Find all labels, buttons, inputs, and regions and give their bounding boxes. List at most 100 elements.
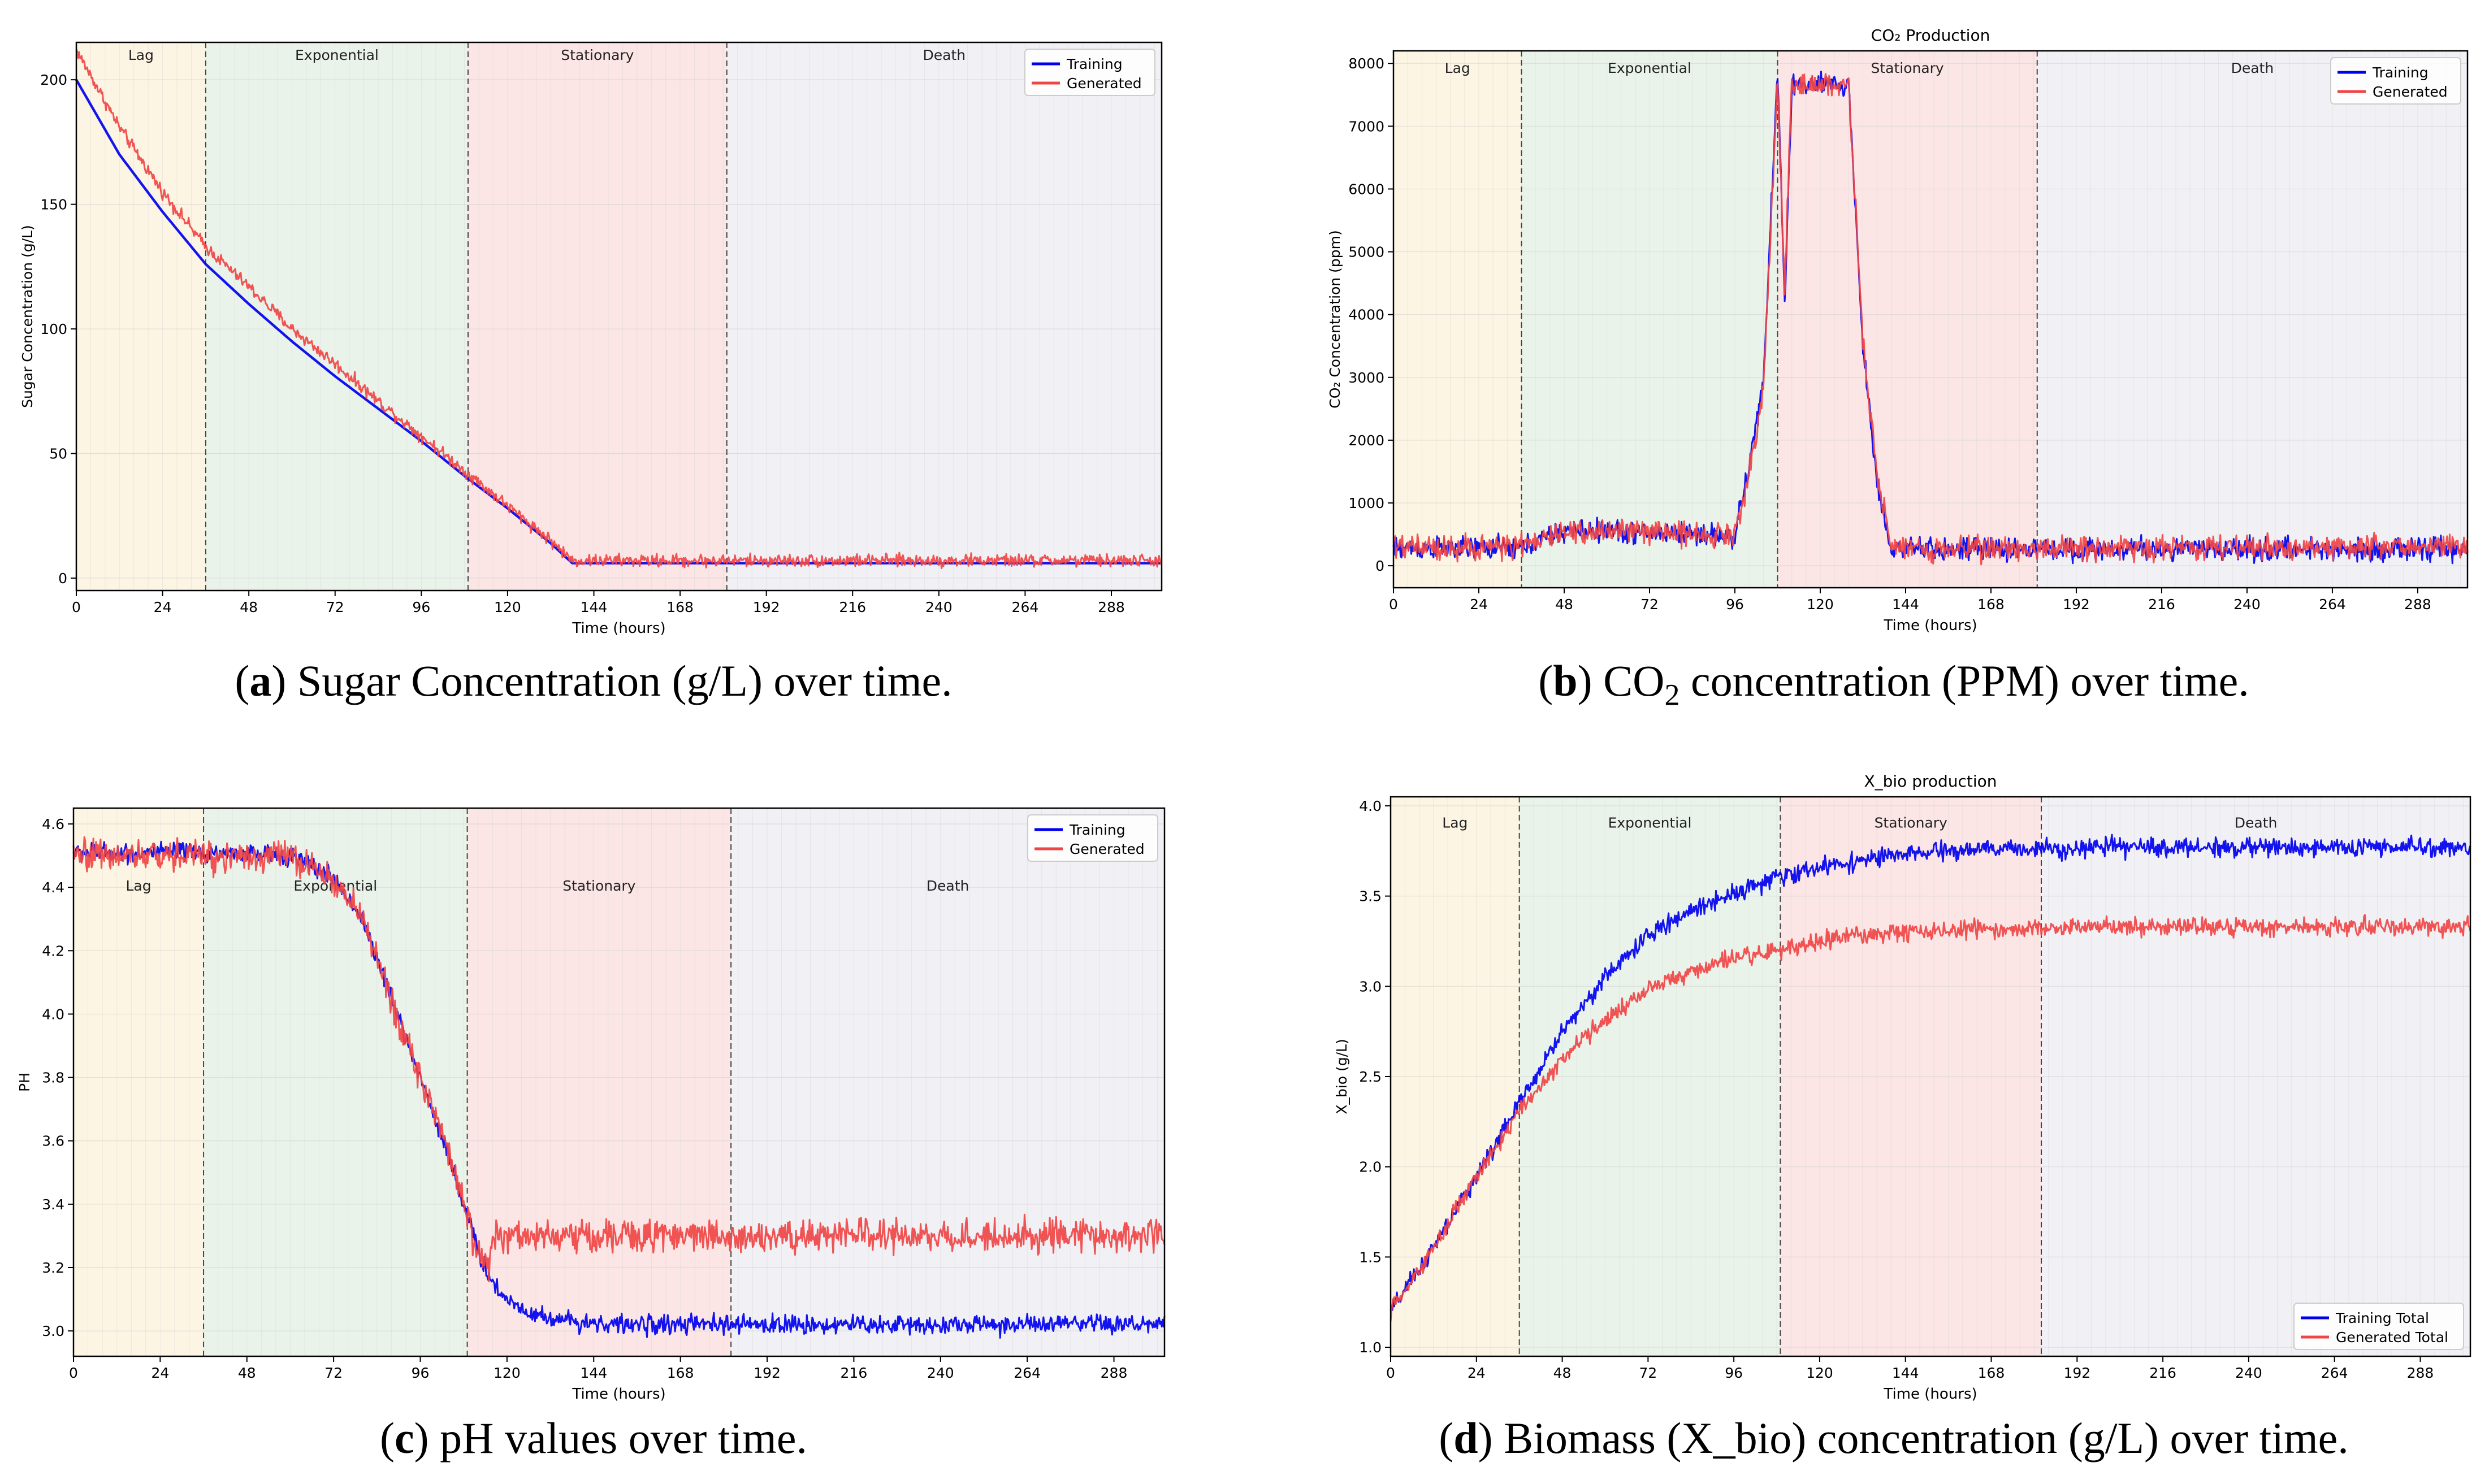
x-tick-label: 120 xyxy=(494,599,521,615)
chart-xbio-svg: Lag Exponential Stationary Death 0 24 48 72 96 12… xyxy=(1334,772,2471,1403)
x-tick-label: 72 xyxy=(326,599,344,615)
caption-text: pH values over time. xyxy=(440,1413,807,1463)
caption-letter: b xyxy=(1553,656,1578,705)
series-line-training-total xyxy=(1389,834,2471,1311)
caption-text: CO xyxy=(1603,656,1665,705)
chart-title: X_bio production xyxy=(1864,772,1997,791)
axes-frame xyxy=(75,41,1163,592)
phase-band-lag xyxy=(73,808,204,1356)
x-tick-label: 120 xyxy=(1806,1365,1833,1381)
y-axis-label: PH xyxy=(16,1073,33,1092)
legend-label: Training xyxy=(2372,64,2429,81)
phase-band-exponential xyxy=(204,808,468,1356)
y-tick-label: 5000 xyxy=(1348,244,1384,261)
x-tick-label: 144 xyxy=(1892,1365,1919,1381)
y-tick-label: 4000 xyxy=(1348,307,1384,323)
x-tick-label: 96 xyxy=(412,1365,430,1381)
chart-panel-ph: Lag Exponential Stationary Death 0 24 48 72 96 12… xyxy=(16,786,1204,1403)
legend-label: Generated xyxy=(1067,75,1142,92)
chart-title: CO₂ Production xyxy=(1871,26,1990,45)
y-tick-label: 8000 xyxy=(1348,55,1384,72)
x-tick-label: 240 xyxy=(2235,1365,2262,1381)
series-line-generated xyxy=(72,836,1166,1283)
y-tick-label: 7000 xyxy=(1348,118,1384,134)
y-tick-label: 4.0 xyxy=(1359,798,1382,814)
x-tick-label: 288 xyxy=(2407,1365,2434,1381)
x-tick-label: 240 xyxy=(927,1365,954,1381)
y-tick-label: 2.0 xyxy=(1359,1159,1382,1175)
caption-letter: c xyxy=(395,1413,414,1463)
y-tick-label: 6000 xyxy=(1348,181,1384,197)
x-tick-label: 288 xyxy=(2404,596,2431,613)
chart-panel-sugar: Lag Exponential Stationary Death 0 24 48 72 96 12… xyxy=(17,23,1204,637)
x-tick-label: 168 xyxy=(666,599,694,615)
y-tick-label: 150 xyxy=(40,197,67,213)
x-tick-label: 216 xyxy=(841,1365,868,1381)
phase-label: Death xyxy=(923,47,966,63)
x-tick-label: 96 xyxy=(1726,596,1744,613)
x-tick-label: 240 xyxy=(925,599,953,615)
x-tick-label: 24 xyxy=(1468,1365,1486,1381)
y-tick-label: 100 xyxy=(40,321,67,337)
x-tick-label: 216 xyxy=(839,599,866,615)
y-tick-label: 3.5 xyxy=(1359,888,1382,905)
x-tick-label: 48 xyxy=(240,599,258,615)
phase-label: Stationary xyxy=(562,878,635,894)
phase-label: Exponential xyxy=(1608,814,1692,831)
caption-letter: d xyxy=(1453,1413,1478,1463)
x-tick-label: 192 xyxy=(753,599,780,615)
x-tick-label: 72 xyxy=(1639,1365,1657,1381)
y-tick-label: 2000 xyxy=(1348,432,1384,449)
x-tick-label: 144 xyxy=(1892,596,1919,613)
x-tick-label: 192 xyxy=(2063,1365,2090,1381)
x-tick-label: 48 xyxy=(238,1365,256,1381)
legend-label: Generated xyxy=(1070,841,1145,857)
legend-label: Generated Total xyxy=(2336,1329,2448,1346)
phase-label: Exponential xyxy=(1608,60,1691,76)
y-tick-label: 1.0 xyxy=(1359,1339,1382,1356)
phase-band-lag xyxy=(1393,51,1522,588)
y-tick-label: 3000 xyxy=(1348,370,1384,386)
y-axis-label: X_bio (g/L) xyxy=(1334,1039,1350,1114)
axes-frame xyxy=(1392,50,2469,589)
x-tick-label: 288 xyxy=(1101,1365,1128,1381)
x-tick-label: 72 xyxy=(1640,596,1659,613)
phase-band-death xyxy=(726,42,1162,591)
x-tick-label: 192 xyxy=(2063,596,2090,613)
x-tick-label: 24 xyxy=(1470,596,1488,613)
x-tick-label: 216 xyxy=(2148,596,2175,613)
x-tick-label: 0 xyxy=(72,599,81,615)
y-axis-label: CO₂ Concentration (ppm) xyxy=(1327,230,1343,409)
legend-label: Generated xyxy=(2373,84,2448,100)
y-tick-label: 1000 xyxy=(1348,495,1384,511)
legend-box xyxy=(2293,1303,2464,1350)
phase-band-exponential xyxy=(205,42,468,591)
x-tick-label: 120 xyxy=(494,1365,521,1381)
y-tick-label: 3.0 xyxy=(42,1323,64,1339)
x-tick-label: 264 xyxy=(1012,599,1039,615)
caption-c: (c) pH values over time. xyxy=(380,1413,807,1463)
legend: Training Generated xyxy=(1024,49,1155,96)
legend: Training Generated xyxy=(1027,814,1158,862)
phase-label: Lag xyxy=(128,47,154,63)
phase-band-death xyxy=(2037,51,2468,588)
y-tick-label: 2.5 xyxy=(1359,1069,1382,1085)
phase-band-death xyxy=(731,808,1165,1356)
x-tick-label: 24 xyxy=(154,599,172,615)
x-tick-label: 144 xyxy=(581,599,608,615)
caption-letter: a xyxy=(249,656,272,705)
caption-text-rest: concentration (PPM) over time. xyxy=(1679,656,2249,705)
caption-b: (b) CO2 concentration (PPM) over time. xyxy=(1538,656,2249,712)
chart-sugar-svg: Lag Exponential Stationary Death 0 24 48 72 96 12… xyxy=(19,41,1163,637)
y-tick-label: 1.5 xyxy=(1359,1249,1382,1265)
phase-label: Lag xyxy=(1445,60,1470,76)
x-tick-label: 240 xyxy=(2233,596,2261,613)
x-tick-label: 168 xyxy=(1978,1365,2005,1381)
phase-label: Death xyxy=(927,878,969,894)
y-tick-label: 4.6 xyxy=(42,816,64,832)
phase-band-stationary xyxy=(467,808,731,1356)
y-tick-label: 3.2 xyxy=(42,1260,64,1276)
x-tick-label: 168 xyxy=(1977,596,2005,613)
x-tick-label: 48 xyxy=(1553,1365,1572,1381)
